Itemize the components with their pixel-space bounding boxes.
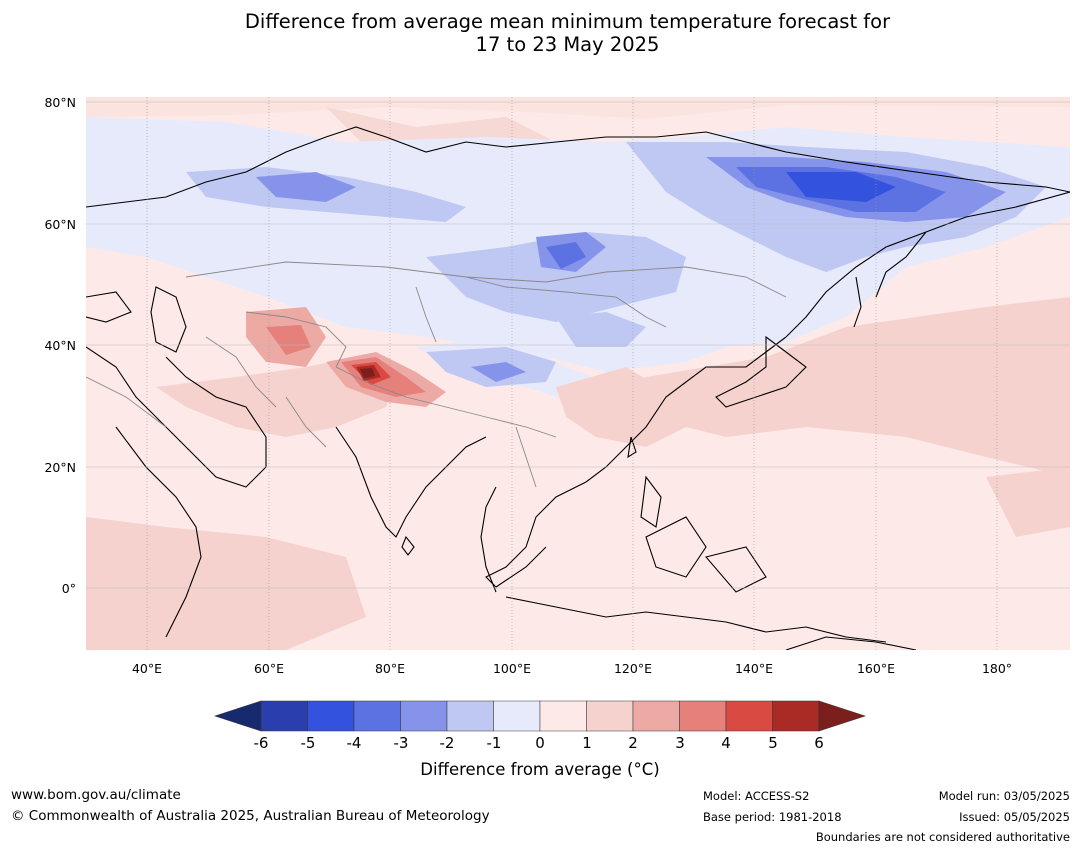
anomaly-region-china-blue bbox=[556, 312, 646, 347]
base-period-text: Base period: 1981-2018 bbox=[703, 810, 842, 824]
colorbar-cell bbox=[679, 700, 727, 732]
anomaly-region-yakutia-mid-blue bbox=[256, 172, 356, 202]
website-text: www.bom.gov.au/climate bbox=[11, 787, 181, 803]
issued-text: Issued: 05/05/2025 bbox=[959, 810, 1070, 824]
lon-tick-140e: 140°E bbox=[734, 661, 773, 676]
anomaly-region-east-siberia-blue-4 bbox=[786, 172, 896, 202]
title-line-2: 17 to 23 May 2025 bbox=[475, 33, 660, 56]
colorbar-tick: 1 bbox=[582, 734, 592, 752]
colorbar-cell bbox=[307, 700, 355, 732]
colorbar-extend-low bbox=[214, 700, 262, 732]
anomaly-region-central-asia-warm-3 bbox=[266, 325, 311, 355]
lon-tick-100e: 100°E bbox=[492, 661, 531, 676]
lat-tick-20n: 20°N bbox=[44, 460, 76, 475]
colorbar-cell bbox=[632, 700, 680, 732]
anomaly-region-baikal-blue-3 bbox=[546, 242, 586, 269]
colorbar-tick: 0 bbox=[535, 734, 545, 752]
colorbar-tick: 4 bbox=[721, 734, 731, 752]
colorbar-tick: -6 bbox=[253, 734, 269, 752]
colorbar-tick: 2 bbox=[628, 734, 638, 752]
colorbar-tick: 6 bbox=[814, 734, 824, 752]
colorbar-tick: 3 bbox=[675, 734, 685, 752]
colorbar-label: Difference from average (°C) bbox=[420, 760, 660, 779]
disclaimer-text: Boundaries are not considered authoritat… bbox=[815, 830, 1070, 844]
anomaly-region-china-pink bbox=[556, 367, 686, 447]
forecast-map bbox=[86, 97, 1070, 650]
anomaly-region-arctic-pale bbox=[86, 97, 1070, 119]
colorbar-cell bbox=[493, 700, 541, 732]
colorbar-cell bbox=[260, 700, 308, 732]
colorbar-cell bbox=[400, 700, 448, 732]
colorbar-tick: -2 bbox=[439, 734, 455, 752]
colorbar-tick: 5 bbox=[768, 734, 778, 752]
lon-tick-160e: 160°E bbox=[856, 661, 895, 676]
map-title: Difference from average mean minimum tem… bbox=[0, 10, 1081, 56]
coastlines bbox=[86, 126, 1070, 650]
copyright-text: © Commonwealth of Australia 2025, Austra… bbox=[11, 808, 490, 824]
colorbar-cell bbox=[725, 700, 773, 732]
title-line-1: Difference from average mean minimum tem… bbox=[244, 10, 891, 33]
colorbar bbox=[214, 700, 866, 732]
lat-tick-40n: 40°N bbox=[44, 338, 76, 353]
colorbar-cell bbox=[539, 700, 587, 732]
colorbar-cell bbox=[446, 700, 494, 732]
colorbar-tick: -4 bbox=[346, 734, 362, 752]
graticule bbox=[86, 97, 1070, 650]
colorbar-cell bbox=[586, 700, 634, 732]
anomaly-region-west-pacific-pink bbox=[986, 467, 1070, 537]
country-borders bbox=[86, 261, 787, 488]
colorbar-extend-high bbox=[818, 700, 866, 732]
colorbar-tick: -1 bbox=[486, 734, 502, 752]
colorbar-tick: -3 bbox=[393, 734, 409, 752]
model-text: Model: ACCESS-S2 bbox=[703, 789, 810, 803]
lat-tick-80n: 80°N bbox=[44, 95, 76, 110]
colorbar-cell bbox=[353, 700, 401, 732]
model-run-text: Model run: 03/05/2025 bbox=[938, 789, 1070, 803]
anomaly-region-india-pink bbox=[156, 357, 396, 437]
lon-tick-40e: 40°E bbox=[131, 661, 163, 676]
lat-tick-60n: 60°N bbox=[44, 217, 76, 232]
lon-tick-120e: 120°E bbox=[613, 661, 652, 676]
anomaly-region-north-pacific-pink bbox=[606, 297, 1070, 477]
colorbar-cell bbox=[772, 700, 820, 732]
colorbar-tick: -5 bbox=[300, 734, 316, 752]
anomaly-region-indian-ocean-pink bbox=[86, 517, 366, 650]
anomaly-region-central-siberia-blue bbox=[426, 232, 686, 322]
lon-tick-180: 180° bbox=[981, 661, 1013, 676]
lat-tick-0: 0° bbox=[61, 581, 76, 596]
lon-tick-80e: 80°E bbox=[374, 661, 406, 676]
anomaly-region-himalaya-warm-6 bbox=[360, 368, 375, 378]
lon-tick-60e: 60°E bbox=[253, 661, 285, 676]
